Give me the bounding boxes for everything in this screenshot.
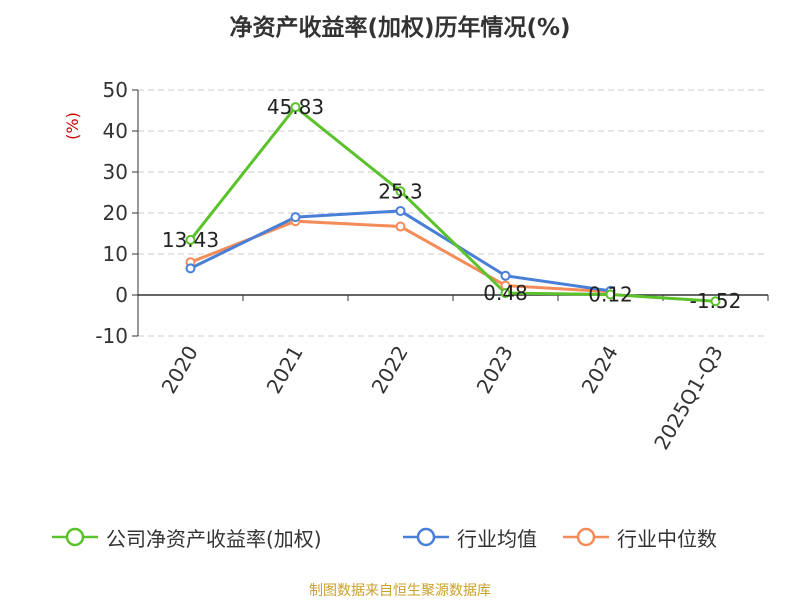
data-point — [395, 205, 406, 216]
y-tick-label: 30 — [103, 160, 128, 184]
chart-title: 净资产收益率(加权)历年情况(%) — [229, 15, 571, 41]
data-label: 13.43 — [162, 228, 219, 252]
data-point — [605, 289, 616, 300]
x-tick-label: 2021 — [262, 342, 308, 398]
axes: -10 0 10 20 30 40 50 (%) 2020 2021 2022 2023 2024 202… — [63, 78, 769, 454]
data-label: 0.12 — [588, 283, 633, 307]
source-note: 制图数据来自恒生聚源数据库 — [309, 583, 491, 599]
y-tick-label: -10 — [95, 324, 128, 348]
data-label: 0.48 — [483, 281, 528, 305]
x-tick-label: 2024 — [577, 342, 623, 398]
x-tick-label: 2025Q1-Q3 — [649, 342, 728, 454]
y-tick-label: 10 — [103, 242, 128, 266]
x-tick-label: 2023 — [472, 342, 518, 398]
data-point — [500, 288, 511, 299]
legend-label: 行业均值 — [457, 526, 537, 551]
data-point — [185, 263, 196, 274]
legend-marker-icon — [563, 527, 609, 547]
series-line — [189, 104, 716, 303]
legend-item[interactable]: 行业均值 — [403, 520, 537, 554]
data-point — [500, 270, 511, 281]
y-tick-label: 40 — [103, 119, 128, 143]
x-tick-label: 2020 — [157, 342, 203, 398]
data-label: -1.52 — [690, 289, 742, 313]
series-points — [185, 102, 721, 307]
legend-marker-icon — [403, 527, 449, 547]
data-point — [710, 296, 721, 307]
legend-marker-icon — [52, 527, 98, 547]
data-label: 25.3 — [378, 179, 423, 203]
legend: 公司净资产收益率(加权) 行业均值 行业中位数 — [0, 520, 800, 554]
data-point — [290, 212, 301, 223]
legend-item[interactable]: 公司净资产收益率(加权) — [52, 520, 322, 554]
legend-label: 行业中位数 — [617, 526, 717, 551]
y-tick-label: 20 — [103, 201, 128, 225]
data-labels: 13.43 45.83 25.3 0.48 0.12 -1.52 — [162, 95, 742, 313]
series-lines — [189, 104, 716, 303]
data-point — [395, 221, 406, 232]
y-axis-label: (%) — [63, 112, 82, 140]
data-point — [290, 102, 301, 113]
data-label: 45.83 — [267, 95, 324, 119]
data-point — [185, 234, 196, 245]
data-point — [395, 186, 406, 197]
x-tick-label: 2022 — [367, 342, 413, 398]
y-tick-label: 50 — [103, 78, 128, 102]
legend-item[interactable]: 行业中位数 — [563, 520, 717, 554]
y-tick-label: 0 — [115, 283, 128, 307]
legend-label: 公司净资产收益率(加权) — [106, 526, 322, 551]
